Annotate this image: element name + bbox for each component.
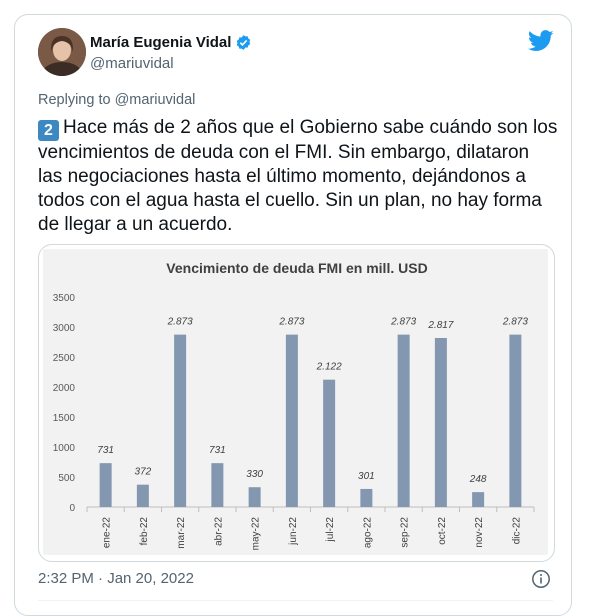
y-tick-label: 2500 — [53, 353, 76, 364]
bar — [136, 484, 149, 507]
data-label: 301 — [358, 471, 375, 482]
data-label: 2.122 — [316, 362, 342, 373]
y-tick-label: 0 — [69, 503, 75, 514]
data-label: 2.873 — [502, 317, 528, 328]
y-tick-label: 500 — [58, 473, 75, 484]
data-label: 2.873 — [390, 317, 416, 328]
author-name-row[interactable]: María Eugenia Vidal — [90, 34, 252, 51]
tweet-media[interactable]: Vencimiento de deuda FMI en mill. USD 0 5… — [38, 244, 555, 562]
bar — [434, 337, 447, 507]
author-handle[interactable]: @mariuvidal — [90, 55, 174, 72]
bar — [248, 487, 261, 507]
replying-prefix: Replying to — [38, 92, 115, 108]
replying-handle-link[interactable]: @mariuvidal — [114, 92, 196, 108]
y-tick-label: 2000 — [53, 383, 76, 394]
avatar[interactable] — [38, 28, 86, 76]
tweet-text: 2 Hace más de 2 años que el Gobierno sabe… — [38, 116, 558, 237]
replying-to: Replying to @mariuvidal — [38, 92, 195, 108]
y-tick-label: 3500 — [53, 293, 76, 304]
bar — [397, 334, 410, 507]
bar — [323, 379, 336, 507]
x-tick-label: dic-22 — [511, 517, 522, 545]
x-tick-label: abr-22 — [213, 517, 224, 546]
data-label: 731 — [97, 445, 114, 456]
data-label: 372 — [135, 467, 152, 478]
x-tick-label: ene-22 — [102, 517, 113, 549]
author-name[interactable]: María Eugenia Vidal — [90, 34, 232, 51]
x-tick-label: sep-22 — [400, 517, 411, 548]
data-label: 731 — [209, 445, 226, 456]
y-tick-label: 3000 — [53, 323, 76, 334]
bar — [174, 334, 187, 507]
bar — [99, 463, 112, 507]
bar — [211, 463, 224, 507]
x-tick-label: nov-22 — [474, 517, 485, 548]
y-tick-label: 1000 — [53, 443, 76, 454]
x-tick-label: ago-22 — [362, 517, 373, 549]
x-tick-label: oct-22 — [437, 517, 448, 545]
data-label: 248 — [469, 474, 487, 485]
data-label: 2.873 — [167, 317, 193, 328]
bar — [509, 334, 522, 507]
data-label: 2.817 — [427, 320, 453, 331]
bar — [472, 492, 485, 507]
x-tick-label: may-22 — [251, 517, 262, 551]
keycap-number-icon: 2 — [38, 120, 59, 141]
chart-title: Vencimiento de deuda FMI en mill. USD — [166, 260, 427, 276]
tweet-body: Hace más de 2 años que el Gobierno sabe … — [38, 117, 558, 235]
x-tick-label: feb-22 — [139, 517, 150, 546]
tweet-timestamp[interactable]: 2:32 PM · Jan 20, 2022 — [38, 570, 194, 587]
twitter-bird-icon[interactable] — [528, 30, 554, 52]
data-label: 2.873 — [278, 317, 304, 328]
bar-chart: Vencimiento de deuda FMI en mill. USD 0 5… — [53, 260, 535, 551]
bar — [360, 488, 373, 507]
divider — [38, 600, 553, 601]
bar — [285, 334, 298, 507]
data-label: 330 — [246, 469, 263, 480]
x-tick-label: jul-22 — [325, 517, 336, 543]
info-icon[interactable] — [531, 569, 551, 589]
verified-badge-icon — [237, 35, 251, 50]
x-tick-label: mar-22 — [176, 517, 187, 549]
x-tick-label: jun-22 — [288, 517, 299, 546]
y-tick-label: 1500 — [53, 413, 76, 424]
